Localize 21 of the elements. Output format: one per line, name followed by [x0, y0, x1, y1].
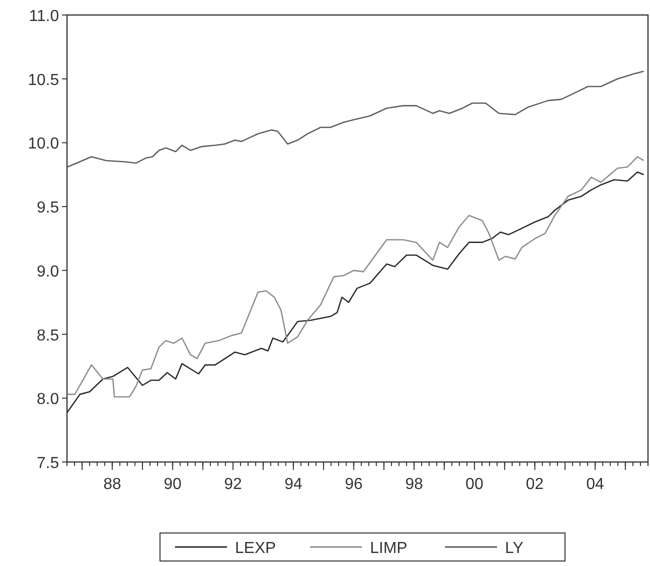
y-tick-label: 8.0 [36, 391, 60, 408]
legend-label: LEXP [235, 540, 276, 557]
legend-label: LIMP [370, 540, 408, 557]
x-tick-label: 00 [466, 476, 484, 493]
y-tick-label: 8.5 [36, 327, 60, 344]
x-tick-label: 04 [586, 476, 604, 493]
x-tick-label: 98 [405, 476, 424, 493]
y-tick-label: 11.0 [29, 8, 60, 25]
legend-label: LY [505, 540, 524, 557]
x-tick-label: 02 [526, 476, 544, 493]
y-tick-label: 9.5 [36, 200, 60, 217]
y-tick-label: 10.0 [28, 136, 60, 153]
y-tick-label: 7.5 [36, 455, 60, 472]
x-tick-label: 90 [164, 476, 182, 493]
x-tick-label: 96 [344, 476, 363, 493]
x-tick-label: 94 [284, 476, 302, 493]
y-tick-label: 9.0 [36, 263, 60, 280]
y-tick-label: 10.5 [28, 72, 60, 89]
x-tick-label: 92 [224, 476, 242, 493]
line-series [66, 70, 644, 168]
x-tick-label: 88 [103, 476, 122, 493]
